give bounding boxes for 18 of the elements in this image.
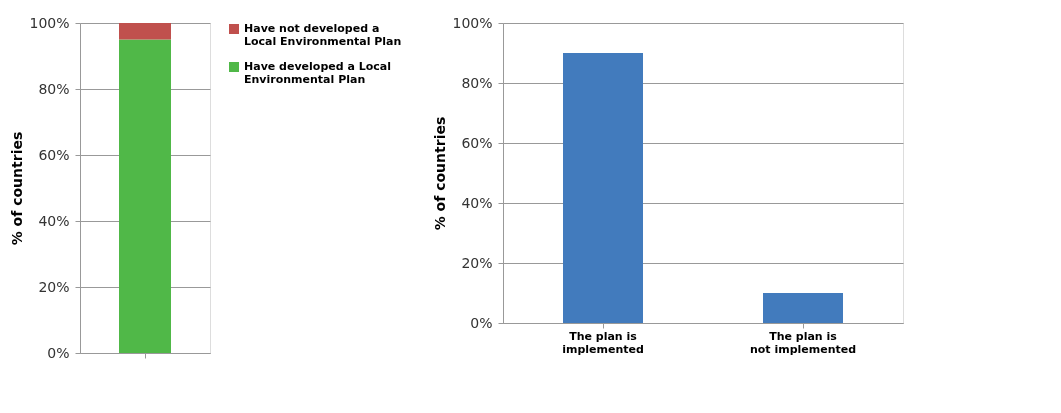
legend-label: Have not developed a Local Environmental Plan [244,22,402,48]
y-tick-label: 0% [470,314,493,331]
y-tick-label: 60% [38,146,70,163]
y-tick-label: 0% [47,344,70,361]
y-tick-label: 60% [461,134,493,151]
y-tick-label: 20% [38,278,70,295]
x-tick-label: The plan is implemented [562,329,644,356]
y-axis-title: % of countries [432,116,449,231]
y-tick-label: 20% [461,254,493,271]
y-axis-title: % of countries [9,131,26,246]
y-tick-label: 100% [29,14,70,31]
y-tick-label: 80% [38,80,70,97]
y-tick-label: 100% [452,14,493,31]
y-tick-label: 40% [38,212,70,229]
x-tick-label: The plan is not implemented [749,329,857,356]
legend-label: Have developed a Local Environmental Plan [244,60,391,86]
y-tick-label: 40% [461,194,493,211]
y-tick-label: 80% [461,74,493,91]
